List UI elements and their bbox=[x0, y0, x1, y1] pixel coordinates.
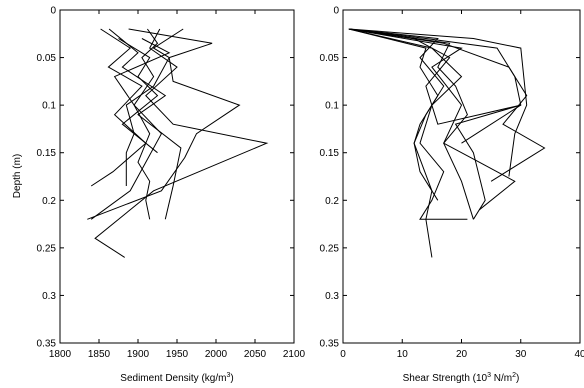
density-x-tick-label: 2100 bbox=[283, 349, 306, 360]
density-x-tick-label: 1900 bbox=[127, 349, 150, 360]
density-x-tick-label: 1850 bbox=[88, 349, 111, 360]
density-y-tick-label: 0.2 bbox=[42, 196, 56, 207]
density-series-line bbox=[95, 29, 267, 257]
shear-x-tick-label: 40 bbox=[574, 349, 584, 360]
shear-series-line bbox=[349, 29, 474, 219]
density-y-axis-label: Depth (m) bbox=[12, 154, 23, 198]
shear-series-line bbox=[349, 29, 515, 210]
density-chart: 1800 1850 1900 1950 2000 2050 2100 0 0.05 0.1 0.15… bbox=[12, 6, 306, 385]
shear-series-line bbox=[349, 29, 545, 181]
density-x-tick-label: 2000 bbox=[205, 349, 228, 360]
density-y-tick-label: 0.15 bbox=[37, 148, 57, 159]
shear-y-tick-label: 0.1 bbox=[325, 101, 339, 112]
density-plot-frame bbox=[60, 10, 294, 343]
shear-y-tick-label: 0.3 bbox=[325, 291, 339, 302]
shear-plot-frame bbox=[343, 10, 580, 343]
shear-series-line bbox=[349, 29, 521, 219]
shear-y-tick-label: 0.2 bbox=[325, 196, 339, 207]
shear-y-tick-label: 0 bbox=[333, 6, 339, 17]
density-ticks: 1800 1850 1900 1950 2000 2050 2100 0 0.05 0.1 0.15… bbox=[37, 6, 306, 361]
density-x-tick-label: 1800 bbox=[49, 349, 72, 360]
density-x-axis-label: Sediment Density (kg/m3) bbox=[120, 372, 233, 384]
density-y-tick-label: 0.3 bbox=[42, 291, 56, 302]
density-y-tick-label: 0.05 bbox=[37, 53, 57, 64]
shear-ticks: 0 10 20 30 40 0 0.05 0.1 0.15 0.2 0.25 0.3 0.35 bbox=[320, 6, 584, 361]
shear-series-line bbox=[349, 29, 521, 143]
density-y-tick-label: 0.1 bbox=[42, 101, 56, 112]
shear-y-tick-label: 0.35 bbox=[320, 339, 340, 350]
density-y-tick-label: 0.25 bbox=[37, 243, 57, 254]
shear-x-tick-label: 10 bbox=[397, 349, 409, 360]
density-y-tick-label: 0.35 bbox=[37, 339, 57, 350]
density-series-group bbox=[87, 29, 266, 257]
shear-x-tick-label: 30 bbox=[515, 349, 527, 360]
shear-y-tick-label: 0.25 bbox=[320, 243, 340, 254]
shear-series-line bbox=[349, 29, 444, 200]
density-y-tick-label: 0 bbox=[50, 6, 56, 17]
shear-y-tick-label: 0.05 bbox=[320, 53, 340, 64]
shear-y-tick-label: 0.15 bbox=[320, 148, 340, 159]
shear-x-tick-label: 0 bbox=[340, 349, 346, 360]
density-series-line bbox=[115, 39, 170, 220]
shear-x-axis-label: Shear Strength (103 N/m2) bbox=[403, 372, 520, 384]
shear-chart: 0 10 20 30 40 0 0.05 0.1 0.15 0.2 0.25 0.3 0.35 Shea… bbox=[320, 6, 584, 385]
density-x-tick-label: 2050 bbox=[244, 349, 267, 360]
density-x-tick-label: 1950 bbox=[166, 349, 189, 360]
density-series-line bbox=[126, 29, 183, 186]
shear-series-group bbox=[349, 29, 545, 257]
shear-x-tick-label: 20 bbox=[456, 349, 468, 360]
